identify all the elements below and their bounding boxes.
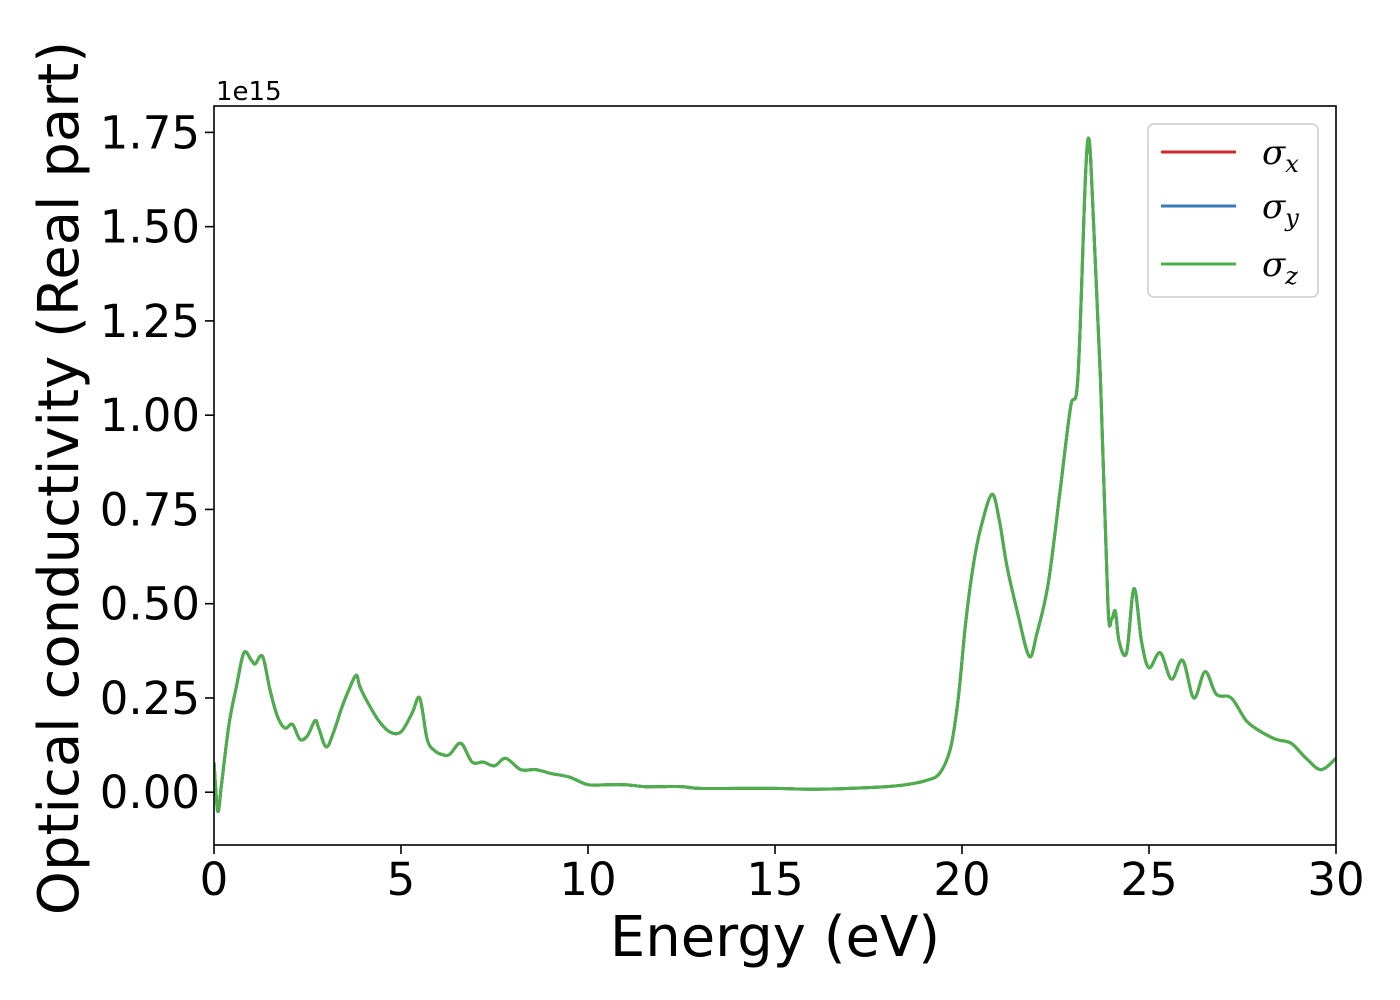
- y-tick-label: 1.75: [100, 106, 200, 159]
- legend-label-x: σx: [1262, 133, 1299, 178]
- y-tick-label: 0.25: [100, 672, 200, 725]
- legend-label-y: σy: [1262, 187, 1299, 232]
- y-tick-label: 1.00: [100, 389, 200, 442]
- series-line-z: [214, 136, 1336, 814]
- legend-box: [1147, 123, 1319, 298]
- x-tick-label: 10: [559, 853, 616, 906]
- y-offset-label: 1e15: [216, 77, 282, 107]
- x-axis: 0 5 10 15 20 25 30: [200, 845, 1365, 906]
- series-layer: [214, 136, 1336, 814]
- x-tick-label: 20: [933, 853, 990, 906]
- x-tick-label: 30: [1307, 853, 1364, 906]
- y-tick-label: 1.25: [100, 295, 200, 348]
- legend: σx σy σz: [1147, 123, 1319, 298]
- x-tick-label: 0: [200, 853, 229, 906]
- x-axis-label: Energy (eV): [610, 905, 940, 970]
- y-tick-label: 0.50: [100, 578, 200, 631]
- y-tick-label: 1.50: [100, 201, 200, 254]
- y-tick-label: 0.75: [100, 483, 200, 536]
- legend-label-z: σz: [1262, 245, 1298, 290]
- x-tick-label: 5: [387, 853, 416, 906]
- y-axis-label: Optical conductivity (Real part): [27, 41, 92, 915]
- y-tick-label: 0.00: [100, 766, 200, 819]
- x-tick-label: 25: [1120, 853, 1177, 906]
- y-axis: 0.00 0.25 0.50 0.75 1.00 1.25 1.50 1.75: [100, 106, 214, 819]
- x-tick-label: 15: [746, 853, 803, 906]
